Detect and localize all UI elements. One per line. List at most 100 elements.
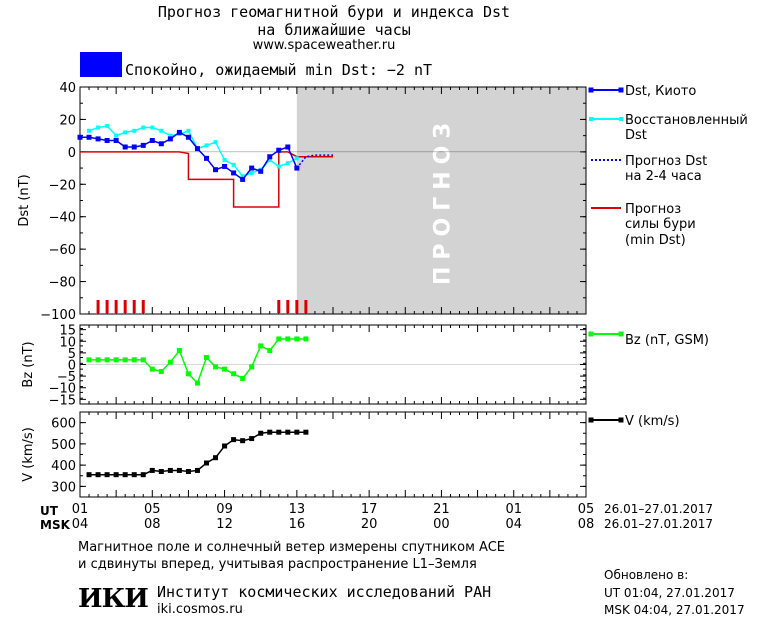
msk-tick-label: 08 (578, 517, 595, 532)
dst-kyoto-point (194, 146, 200, 152)
v-point (140, 472, 146, 478)
site-url[interactable]: www.spaceweather.ru (252, 38, 396, 53)
restored-dst-point (114, 133, 119, 138)
y-tick-label: −80 (49, 276, 76, 291)
legend-forecast-label: на 2-4 часа (625, 169, 702, 184)
v-point (285, 429, 291, 435)
msk-axis-label: MSK (40, 518, 71, 532)
bz-point (176, 348, 182, 354)
bz-point (213, 364, 219, 370)
restored-dst-point (276, 164, 281, 169)
v-point (158, 469, 164, 474)
v-point (131, 472, 137, 478)
v-point (258, 430, 264, 436)
restored-dst-point (159, 128, 164, 133)
v-point (104, 472, 110, 478)
bz-point (267, 348, 273, 354)
y-tick-label: 40 (59, 81, 76, 96)
restored-dst-line (88, 125, 298, 178)
msk-tick-label: 04 (505, 517, 522, 532)
y-axis-label: V (km/s) (21, 427, 36, 482)
page-title: Прогноз геомагнитной бури и индекса Dst (157, 3, 511, 21)
restored-dst-point (96, 125, 101, 130)
bz-point (249, 364, 255, 370)
msk-tick-label: 04 (72, 517, 89, 532)
v-point (267, 429, 273, 435)
ut-tick-label: 21 (433, 502, 450, 517)
bz-point (167, 359, 173, 365)
ut-tick-label: 09 (216, 502, 233, 517)
dst-kyoto-point (176, 129, 182, 135)
y-axis-label: Dst (nT) (17, 174, 32, 226)
bz-point (104, 357, 110, 363)
v-point (276, 429, 282, 435)
legend-storm-label: Прогноз (625, 202, 681, 217)
ut-tick-label: 05 (144, 502, 161, 517)
storm-forecast-line (80, 151, 333, 208)
y-tick-label: 5 (68, 347, 76, 362)
y-tick-label: 15 (59, 324, 76, 339)
restored-dst-point (141, 125, 146, 130)
legend-restored-marker (589, 117, 593, 121)
dst-kyoto-point (231, 170, 237, 176)
restored-dst-point (87, 128, 92, 133)
dst-kyoto-point (213, 167, 219, 173)
bz-point (122, 357, 128, 363)
bz-point (113, 357, 119, 363)
institute-url[interactable]: iki.cosmos.ru (157, 602, 243, 617)
y-tick-label: −40 (49, 211, 76, 226)
restored-dst-point (240, 174, 245, 179)
y-tick-label: 20 (59, 113, 76, 128)
dst-kyoto-point (240, 176, 246, 182)
restored-dst-point (294, 156, 299, 161)
y-tick-label: −20 (49, 178, 76, 193)
bz-point (185, 371, 191, 377)
dst-kyoto-point (249, 165, 255, 171)
legend-storm-label: (min Dst) (625, 233, 686, 248)
restored-dst-point (168, 133, 173, 138)
v-point (149, 467, 155, 473)
msk-tick-label: 12 (216, 517, 233, 532)
restored-dst-point (222, 157, 227, 162)
bz-point (276, 336, 282, 342)
v-point (113, 472, 119, 478)
bz-point (204, 355, 209, 361)
forecast-label: ПРОГНОЗ (430, 116, 455, 285)
panel-frame (79, 411, 587, 498)
y-tick-label: 10 (59, 335, 76, 350)
v-point (249, 436, 255, 442)
y-tick-label: 600 (51, 417, 76, 432)
restored-dst-point (132, 128, 137, 133)
legend-bz-label: Bz (nT, GSM) (625, 333, 709, 348)
v-point (303, 429, 309, 435)
legend-v-marker (588, 417, 594, 423)
updated-ut: UT 01:04, 27.01.2017 (604, 586, 735, 600)
restored-dst-point (105, 123, 110, 128)
legend-storm-label: силы бури (625, 217, 696, 232)
ut-tick-label: 01 (505, 502, 522, 517)
y-tick-label: 0 (68, 359, 76, 374)
legend-restored-marker (619, 117, 623, 121)
institute-name: Институт космических исследований РАН (157, 583, 492, 601)
updated-msk: MSK 04:04, 27.01.2017 (604, 603, 745, 617)
dst-kyoto-point (149, 138, 155, 144)
y-axis-label: Bz (nT) (21, 341, 36, 387)
y-tick-label: 0 (68, 146, 76, 161)
bz-point (158, 368, 164, 374)
legend-restored-label: Dst (625, 128, 647, 143)
v-point (86, 472, 92, 478)
y-tick-label: −100 (40, 308, 76, 323)
msk-tick-label: 16 (289, 517, 306, 532)
dst-kyoto-point (140, 142, 146, 148)
v-point (167, 467, 173, 473)
bz-point (95, 357, 101, 363)
ut-tick-label: 01 (72, 502, 89, 517)
iki-logo: ИКИ (78, 584, 149, 614)
legend-dst-kyoto-label: Dst, Киото (625, 84, 696, 99)
v-point (240, 438, 246, 444)
dst-kyoto-point (167, 136, 173, 142)
dst-kyoto-point (276, 147, 282, 153)
msk-tick-label: 08 (144, 517, 161, 532)
bz-line (89, 338, 306, 385)
